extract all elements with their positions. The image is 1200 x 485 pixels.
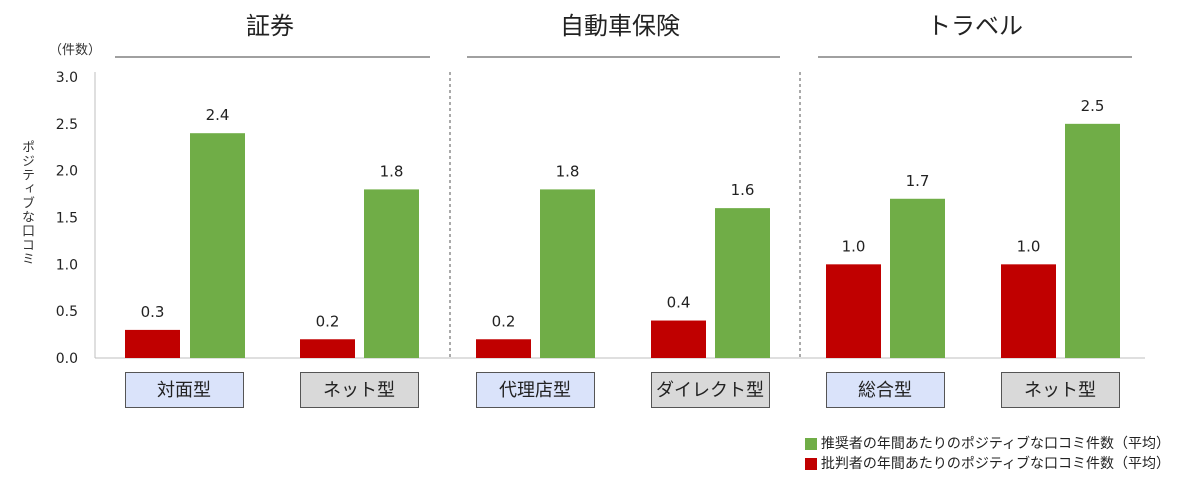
bar-critic [1001,264,1056,358]
legend-label-critic: 批判者の年間あたりのポジティブな口コミ件数（平均） [820,456,1170,472]
bar-promoter [364,189,419,358]
group-title: 自動車保険 [560,12,680,40]
y-tick-label: 0.5 [56,304,78,320]
bar-promoter [190,133,245,358]
legend-item-promoter: 推奨者の年間あたりのポジティブな口コミ件数（平均） [804,434,1170,454]
bar-critic [826,264,881,358]
bar-critic [300,339,355,358]
y-tick-label: 3.0 [56,70,78,86]
data-label-promoter: 1.6 [731,181,755,199]
data-label-critic: 0.3 [141,303,165,321]
data-label-promoter: 2.4 [206,106,230,124]
legend: 推奨者の年間あたりのポジティブな口コミ件数（平均） 批判者の年間あたりのポジティ… [804,434,1170,474]
bar-promoter [540,189,595,358]
data-label-critic: 1.0 [842,237,866,255]
legend-swatch-promoter [804,438,817,450]
data-label-critic: 0.4 [667,294,691,312]
data-label-critic: 0.2 [316,312,340,330]
bar-promoter [715,208,770,358]
legend-label-promoter: 推奨者の年間あたりのポジティブな口コミ件数（平均） [820,436,1170,452]
category-label-box [125,372,244,408]
data-label-critic: 1.0 [1017,237,1041,255]
legend-swatch-critic [804,458,817,470]
y-tick-label: 1.5 [56,211,78,227]
category-label-box [826,372,945,408]
category-label-box [1001,372,1120,408]
category-label: 代理店型 [499,380,571,401]
category-label-box [476,372,595,408]
data-label-promoter: 1.8 [380,162,404,180]
y-tick-label: 2.0 [56,164,78,180]
category-label: ネット型 [1024,380,1096,401]
y-axis-title: ポジティブな口コミ [19,140,34,266]
y-tick-label: 2.5 [56,117,78,133]
bar-promoter [1065,123,1120,358]
data-label-critic: 0.2 [492,312,516,330]
bar-critic [651,320,706,358]
data-label-promoter: 1.8 [556,162,580,180]
y-tick-label: 0.0 [56,351,78,367]
data-label-promoter: 2.5 [1081,97,1105,115]
category-label: 総合型 [858,380,912,401]
group-title: 証券 [246,12,294,40]
bar-critic [125,329,180,358]
y-axis-unit-label: （件数） [49,43,102,58]
category-label-box [651,372,770,408]
category-label: ダイレクト型 [656,380,764,401]
legend-item-critic: 批判者の年間あたりのポジティブな口コミ件数（平均） [804,454,1170,474]
group-title: トラベル [927,12,1023,40]
data-label-promoter: 1.7 [906,172,930,190]
bar-critic [476,339,531,358]
category-label-box [300,372,419,408]
bar-promoter [890,198,945,358]
y-tick-label: 1.0 [56,257,78,273]
category-label: ネット型 [323,380,395,401]
category-label: 対面型 [157,380,211,401]
